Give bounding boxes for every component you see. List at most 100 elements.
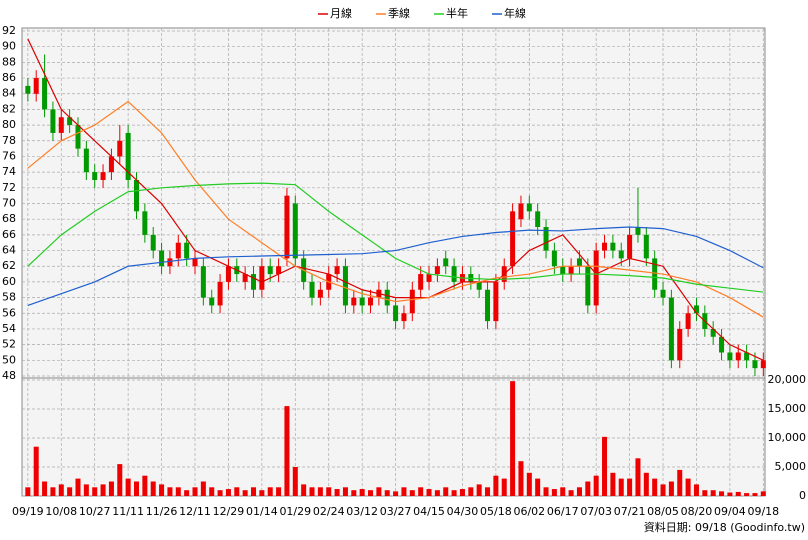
candle-body (292, 203, 298, 259)
volume-bar (434, 490, 440, 496)
ma-line (27, 100, 764, 318)
candle-body (100, 172, 106, 180)
volume-bar (150, 481, 156, 496)
volume-bar (334, 489, 340, 496)
x-tick-label: 10/08 (45, 505, 77, 518)
volume-bar (159, 484, 165, 496)
y-tick-label: 50 (2, 353, 16, 366)
x-tick-label: 04/30 (447, 505, 479, 518)
x-tick-label: 12/11 (179, 505, 211, 518)
volume-bar (418, 487, 424, 496)
candle-body (83, 148, 89, 173)
volume-bar (142, 475, 148, 496)
candle-body (58, 117, 64, 133)
volume-bar (267, 487, 273, 496)
candle-body (485, 289, 491, 322)
candle-body (33, 78, 39, 94)
candle-body (25, 85, 31, 94)
candle-body (418, 274, 424, 290)
volume-bar (610, 472, 616, 496)
candle-body (568, 266, 574, 275)
candle-body (551, 250, 557, 267)
candle-body (560, 266, 566, 275)
x-tick-label: 07/03 (580, 505, 612, 518)
y-tick-label: 74 (2, 165, 16, 178)
candle-body (342, 266, 348, 306)
candle-body (610, 242, 616, 251)
candle-body (752, 360, 758, 369)
volume-bar (217, 490, 223, 496)
volume-bar (677, 469, 683, 496)
candle-body (75, 125, 81, 149)
candle-body (660, 289, 666, 298)
y-tick-label: 84 (2, 87, 16, 100)
candle-body (443, 258, 449, 267)
volume-bar (234, 487, 240, 496)
candle-body (602, 242, 608, 251)
candle-body (618, 250, 624, 259)
candle-body (67, 117, 73, 126)
y-tick-label: 76 (2, 149, 16, 162)
y2-tick-label: 20,000 (768, 373, 807, 386)
legend-label: 半年 (446, 6, 468, 20)
volume-bar (426, 489, 432, 496)
volume-bar (493, 475, 499, 496)
candle-body (635, 227, 641, 235)
volume-bar (735, 491, 741, 496)
candle-body (150, 234, 156, 251)
candle-body (92, 172, 98, 180)
legend-label: 月線 (330, 6, 352, 20)
candle-body (242, 274, 248, 282)
x-tick-label: 09/19 (12, 505, 44, 518)
candle-body (677, 328, 683, 361)
candle-body (744, 352, 750, 361)
volume-bar (317, 487, 323, 496)
candle-body (184, 242, 190, 259)
price-panel (21, 27, 766, 379)
candle-body (710, 328, 716, 337)
volume-bar (292, 467, 298, 496)
volume-bar (393, 491, 399, 496)
volume-bar (585, 481, 591, 496)
candle-body (585, 266, 591, 306)
volume-bar (560, 487, 566, 496)
volume-bar (752, 493, 758, 496)
candle-body (200, 266, 206, 298)
volume-bar (618, 478, 624, 496)
candle-body (351, 297, 357, 306)
candle-body (593, 250, 599, 306)
y-tick-label: 62 (2, 259, 16, 272)
volume-bar (526, 472, 532, 496)
volume-bar (351, 490, 357, 496)
candle-body (259, 266, 265, 290)
volume-bar (75, 478, 81, 496)
candle-body (451, 266, 457, 282)
volume-bar (401, 487, 407, 496)
volume-bar (551, 489, 557, 496)
candle-body (526, 203, 532, 212)
x-tick-label: 01/14 (246, 505, 278, 518)
y-tick-label: 58 (2, 291, 16, 304)
x-tick-label: 09/04 (714, 505, 746, 518)
volume-bar (468, 487, 474, 496)
candle-body (309, 281, 315, 298)
volume-bar (108, 481, 114, 496)
candle-body (434, 266, 440, 275)
candle-body (643, 234, 649, 259)
y-tick-label: 48 (2, 369, 16, 382)
candle-body (125, 132, 131, 180)
candle-body (535, 211, 541, 228)
volume-bar (576, 487, 582, 496)
candle-body (426, 274, 432, 282)
candle-body (267, 266, 273, 275)
candle-body (142, 211, 148, 235)
volume-bar (184, 490, 190, 496)
candle-body (276, 266, 282, 275)
volume-bar (83, 484, 89, 496)
candle-body (209, 297, 215, 306)
volume-bar (719, 491, 725, 496)
volume-bar (760, 491, 766, 496)
x-tick-label: 05/18 (480, 505, 512, 518)
y-tick-label: 72 (2, 181, 16, 194)
